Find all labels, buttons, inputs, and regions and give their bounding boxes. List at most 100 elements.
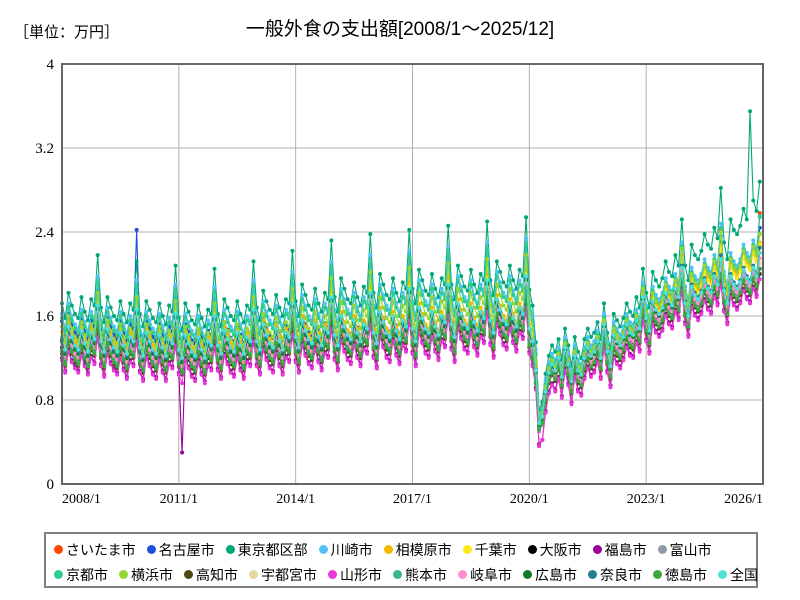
data-point [63,370,68,375]
data-point [517,282,522,287]
legend-label: 岐阜市 [470,566,512,583]
data-point [748,290,753,295]
data-point [494,297,499,302]
data-point [108,337,113,342]
data-point [702,257,707,262]
data-point [290,248,295,253]
data-point [614,326,619,331]
data-point [251,284,256,289]
data-point [446,282,451,287]
data-point [63,362,68,367]
data-point [193,322,198,327]
data-point [433,324,438,329]
data-point [381,282,386,287]
data-point [342,339,347,344]
data-point [309,330,314,335]
data-point [462,307,467,312]
data-point [206,330,211,335]
legend-item[interactable]: 千葉市 [462,543,517,557]
data-point [368,232,373,237]
data-point [452,335,457,339]
legend-item[interactable]: 山形市 [328,568,382,582]
data-point [115,318,120,323]
data-point [608,385,613,390]
data-point [342,349,347,354]
data-point [725,311,730,316]
data-point [524,242,529,247]
data-point [378,309,383,314]
data-point [235,322,240,327]
data-point [699,278,704,283]
data-point [449,322,454,327]
data-point [196,318,201,323]
data-point [524,236,529,241]
legend-item[interactable]: 奈良市 [588,568,642,582]
data-point [481,316,486,321]
chart-legend: さいたま市 名古屋市 東京都区部 川崎市 相模原市 千葉市 大阪市 福島市 富山市京都市 横浜市 高… [44,532,758,588]
legend-item[interactable]: 福島市 [592,543,647,557]
data-point [478,305,483,310]
data-point [186,332,191,337]
data-point [157,301,162,306]
legend-item[interactable]: 横浜市 [119,568,173,582]
legend-label: 高知市 [196,566,238,583]
data-point [212,284,217,289]
data-point [514,286,519,291]
data-point [102,364,107,369]
data-point [222,328,227,333]
data-point [66,305,71,310]
data-point [400,280,405,285]
data-point [468,282,473,287]
data-point [264,299,269,304]
legend-item[interactable]: 京都市 [54,568,108,582]
data-point [121,311,126,316]
data-point [267,366,272,371]
legend-item[interactable]: 相模原市 [383,543,452,557]
legend-item[interactable]: 徳島市 [653,568,707,582]
data-point [657,335,662,339]
legend-item[interactable]: さいたま市 [54,543,136,557]
legend-item[interactable]: 広島市 [523,568,577,582]
data-point [267,349,272,354]
series-9 [60,214,762,421]
data-point [206,339,211,344]
data-point [478,272,483,276]
data-point [342,286,347,291]
data-point [121,335,126,339]
data-point [397,362,402,367]
data-point [163,322,168,327]
data-point [98,353,103,358]
data-point [472,335,477,339]
legend-item[interactable]: 富山市 [657,543,712,557]
data-point [738,223,743,228]
data-point [660,318,665,323]
legend-item[interactable]: 宇都宮市 [249,568,317,582]
data-point [170,341,175,346]
data-point [748,301,753,306]
data-point [352,303,357,308]
data-point [339,290,344,295]
legend-item[interactable]: 大阪市 [527,543,582,557]
legend-item[interactable]: 川崎市 [318,543,373,557]
legend-item[interactable]: 全国 [718,568,758,582]
legend-item[interactable]: 高知市 [184,568,238,582]
legend-item[interactable]: 名古屋市 [146,543,215,557]
legend-item[interactable]: 東京都区部 [225,543,308,557]
data-point [637,326,642,331]
data-point [692,253,697,258]
data-point [673,272,678,276]
legend-item[interactable]: 岐阜市 [458,568,512,582]
data-point [644,328,649,333]
data-point [498,293,503,297]
data-point [670,274,675,279]
legend-item[interactable]: 熊本市 [393,568,447,582]
data-point [296,360,301,365]
data-point [121,358,126,363]
data-point [611,311,616,316]
data-point [264,347,269,352]
data-point [365,341,370,346]
data-point [134,227,139,232]
data-point [576,349,581,354]
data-point [475,328,480,333]
